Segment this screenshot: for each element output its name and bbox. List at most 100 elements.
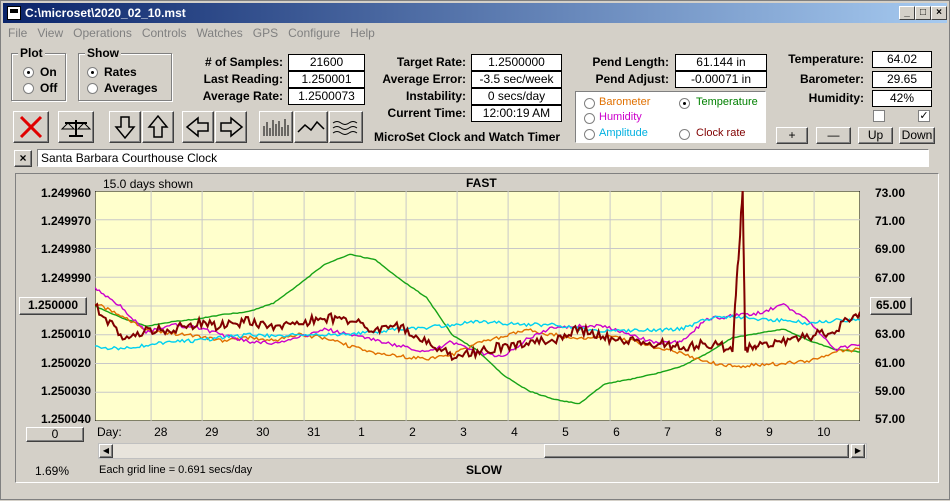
channel-selector: [575, 91, 766, 143]
x-tick-label: 5: [562, 425, 569, 439]
app-icon: [7, 6, 21, 20]
menu-file[interactable]: File: [8, 26, 28, 40]
x-tick-label: 9: [766, 425, 773, 439]
x-axis-prefix: Day:: [97, 425, 122, 439]
clock-name-field[interactable]: Santa Barbara Courthouse Clock: [37, 149, 929, 167]
show-averages-radio[interactable]: [87, 83, 98, 94]
plot-on-radio[interactable]: [23, 67, 34, 78]
average-rate-label: Average Rate:: [202, 89, 283, 103]
last-reading-label: Last Reading:: [203, 72, 283, 86]
amplitude-radio[interactable]: [584, 129, 595, 140]
menu-bar: File View Operations Controls Watches GPS Conf…: [3, 24, 947, 42]
clear-button[interactable]: [13, 111, 49, 143]
plot-on-label: On: [40, 65, 57, 79]
clock-rate-radio[interactable]: [679, 129, 690, 140]
right-axis: 73.00 71.00 69.00 67.00 63.00 61.00 59.0…: [875, 1, 935, 501]
up-button[interactable]: Up: [858, 127, 893, 144]
minimize-button[interactable]: _: [899, 6, 915, 20]
wave-button[interactable]: [329, 111, 363, 143]
horizontal-scrollbar[interactable]: ◀ ▶: [98, 443, 867, 459]
down-button[interactable]: Down: [899, 127, 935, 144]
temperature-radio[interactable]: [679, 98, 690, 109]
balance-button[interactable]: [58, 111, 94, 143]
left-offset-button[interactable]: 0: [26, 427, 84, 442]
right-center-button[interactable]: 65.00: [870, 297, 912, 315]
x-tick-label: 4: [511, 425, 518, 439]
line-graph-icon: [297, 120, 325, 133]
clear-name-button[interactable]: ×: [14, 150, 32, 167]
pend-adjust-field: -0.00071 in: [675, 71, 767, 88]
wave-icon: [332, 121, 358, 135]
bar-graph-icon: [263, 119, 289, 136]
right-tick-label: 67.00: [875, 271, 906, 285]
humidity-option: Humidity: [599, 111, 642, 123]
target-rate-field: 1.2500000: [471, 54, 562, 71]
title-bar[interactable]: C:\microset\2020_02_10.mst _ □ ×: [3, 3, 947, 23]
chart-series: [95, 191, 860, 405]
show-group-title: Show: [85, 46, 121, 60]
x-tick-label: 1: [358, 425, 365, 439]
scroll-thumb[interactable]: [544, 444, 849, 458]
right-tick-label: 61.00: [875, 356, 906, 370]
show-rates-radio[interactable]: [87, 67, 98, 78]
arrow-down-button[interactable]: [109, 111, 141, 143]
x-tick-label: 10: [817, 425, 831, 439]
left-center-button[interactable]: 1.250000: [19, 297, 87, 315]
decrease-button[interactable]: —: [816, 127, 851, 144]
humidity-radio[interactable]: [584, 113, 595, 124]
show-group: Show: [78, 46, 172, 101]
menu-configure[interactable]: Configure: [288, 26, 341, 40]
menu-gps[interactable]: GPS: [252, 26, 279, 40]
close-button[interactable]: ×: [931, 6, 947, 20]
days-shown-label: 15.0 days shown: [103, 177, 194, 191]
amplitude-option: Amplitude: [599, 127, 648, 139]
right-tick-label: 57.00: [875, 412, 906, 426]
x-tick-label: 28: [154, 425, 168, 439]
checkbox-right[interactable]: ✓: [918, 110, 930, 122]
arrow-right-button[interactable]: [215, 111, 247, 143]
slow-label: SLOW: [466, 463, 502, 477]
balance-scale-icon: [60, 120, 92, 137]
scroll-left-arrow[interactable]: ◀: [99, 444, 113, 458]
current-time-field: 12:00:19 AM: [471, 105, 562, 122]
series-barometer-line: [95, 303, 860, 369]
checkbox-left[interactable]: [873, 110, 885, 122]
chart-plot: [95, 191, 860, 421]
scroll-right-arrow[interactable]: ▶: [851, 444, 865, 458]
increase-button[interactable]: +: [776, 127, 808, 144]
average-rate-field: 1.2500073: [288, 88, 365, 105]
barometer-radio[interactable]: [584, 98, 595, 109]
temperature-field: 64.02: [872, 51, 932, 68]
pend-adjust-label: Pend Adjust:: [595, 72, 669, 86]
menu-view[interactable]: View: [37, 26, 64, 40]
arrow-left-button[interactable]: [182, 111, 214, 143]
plot-off-radio[interactable]: [23, 83, 34, 94]
plot-group: Plot: [11, 46, 66, 101]
x-tick-label: 8: [715, 425, 722, 439]
samples-field: 21600: [288, 54, 365, 71]
bars-button[interactable]: [259, 111, 293, 143]
left-tick-label: 1.250010: [40, 327, 91, 341]
pend-length-label: Pend Length:: [592, 55, 669, 69]
show-averages-label: Averages: [104, 81, 158, 95]
instability-label: Instability:: [405, 89, 466, 103]
menu-help[interactable]: Help: [350, 26, 375, 40]
x-tick-label: 6: [613, 425, 620, 439]
menu-controls[interactable]: Controls: [141, 26, 187, 40]
menu-operations[interactable]: Operations: [73, 26, 132, 40]
left-tick-label: 1.249970: [40, 214, 91, 228]
line-button[interactable]: [294, 111, 328, 143]
arrow-right-icon: [220, 116, 244, 138]
clock-rate-option: Clock rate: [696, 127, 746, 139]
left-tick-label: 1.250040: [40, 412, 91, 426]
left-tick-label: 1.249990: [40, 271, 91, 285]
right-tick-label: 73.00: [875, 186, 906, 200]
clear-x-icon: [19, 115, 43, 139]
maximize-button[interactable]: □: [915, 6, 931, 20]
arrow-up-button[interactable]: [142, 111, 174, 143]
menu-watches[interactable]: Watches: [196, 26, 243, 40]
plot-group-title: Plot: [18, 46, 45, 60]
plot-off-label: Off: [40, 81, 58, 95]
right-tick-label: 63.00: [875, 327, 906, 341]
